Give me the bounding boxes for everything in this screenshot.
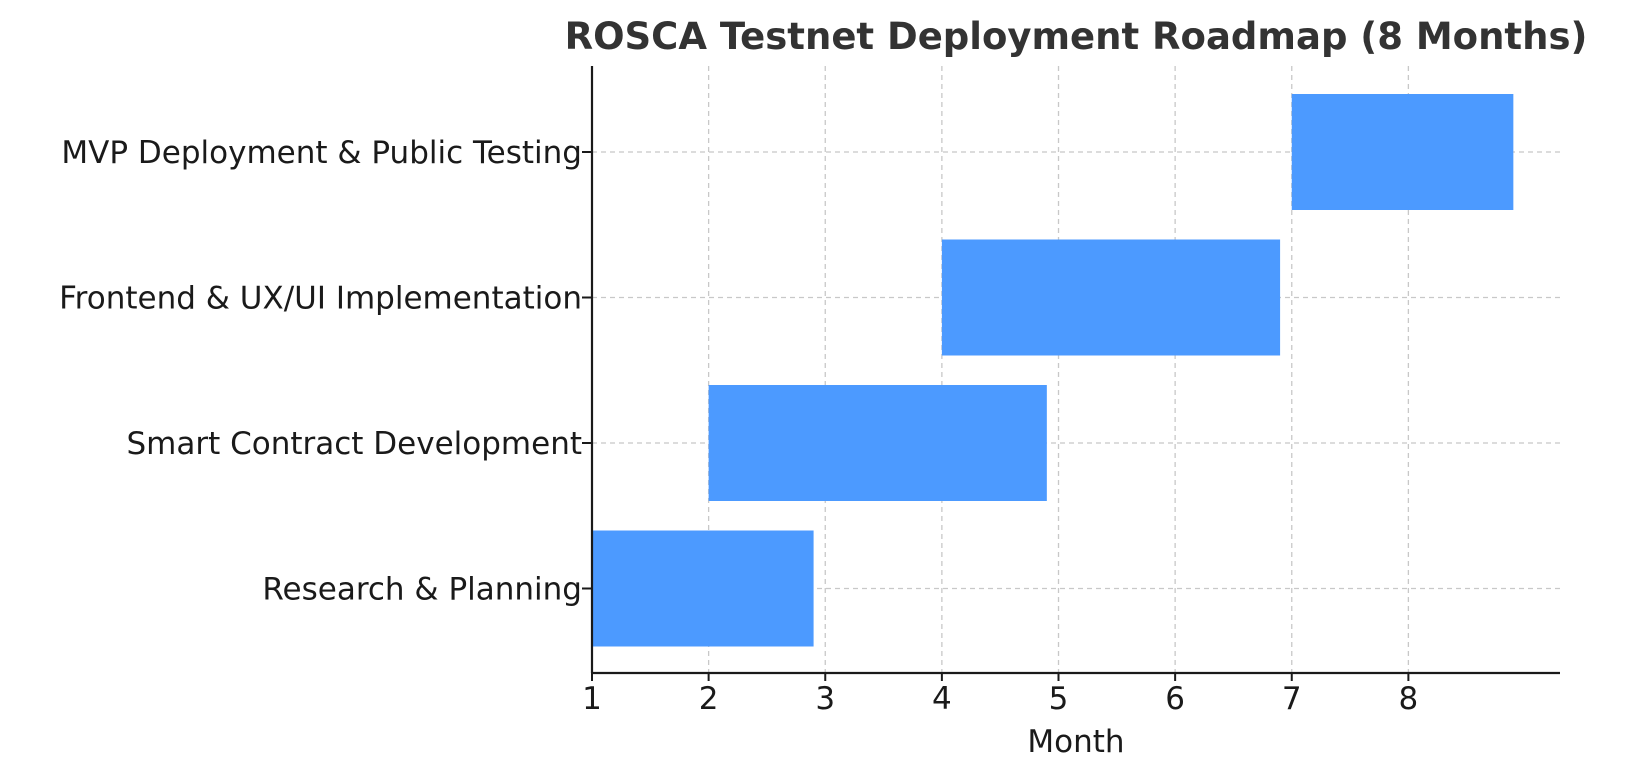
x-tick-label: 3 [815, 681, 835, 717]
x-tick-label: 8 [1399, 681, 1419, 717]
gantt-bar [941, 239, 1281, 356]
axis-layer: Research & Planning Smart Contract Develo… [59, 66, 1560, 717]
x-tick-label: 5 [1049, 681, 1069, 717]
bar-layer [592, 94, 1514, 647]
x-tick-label: 1 [582, 681, 602, 717]
chart-title: ROSCA Testnet Deployment Roadmap (8 Mont… [565, 15, 1588, 58]
x-axis-label: Month [1027, 724, 1124, 760]
y-tick-label: Frontend & UX/UI Implementation [59, 281, 582, 317]
y-tick-label: MVP Deployment & Public Testing [61, 135, 582, 171]
gantt-bar [592, 530, 814, 647]
gantt-bar [708, 385, 1047, 501]
y-tick-label: Smart Contract Development [126, 426, 582, 462]
x-tick-label: 2 [699, 681, 719, 717]
x-tick-label: 4 [932, 681, 952, 717]
y-tick-label: Research & Planning [262, 572, 582, 608]
x-tick-label: 6 [1165, 681, 1185, 717]
x-tick-label: 7 [1282, 681, 1302, 717]
gantt-bar [1291, 94, 1514, 210]
